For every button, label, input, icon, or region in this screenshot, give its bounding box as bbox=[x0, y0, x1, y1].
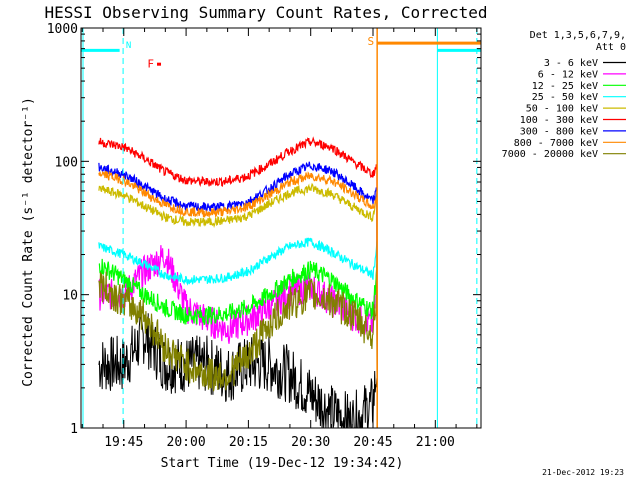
y-tick-label: 1000 bbox=[47, 22, 78, 37]
flag-label-n: N bbox=[126, 41, 131, 51]
x-tick-label: 20:00 bbox=[167, 435, 206, 450]
flag-layer: N F S bbox=[81, 28, 481, 428]
legend-label-25-50-kev: 25 - 50 keV bbox=[532, 92, 598, 103]
series-layer bbox=[98, 136, 378, 429]
flag-label-s: S bbox=[367, 35, 374, 48]
legend-header-line: Det 1,3,5,6,7,9, bbox=[530, 30, 626, 41]
legend-header-line: Att 0 bbox=[596, 42, 626, 53]
legend-label-100-300-kev: 100 - 300 keV bbox=[520, 115, 598, 126]
flag-label-f: F bbox=[147, 58, 154, 71]
series-100-300-kev bbox=[98, 136, 378, 429]
legend-label-800-7000-kev: 800 - 7000 keV bbox=[514, 138, 598, 149]
series-12-25-kev bbox=[98, 258, 378, 429]
y-tick-label: 10 bbox=[62, 289, 78, 304]
x-tick-label: 21:00 bbox=[416, 435, 455, 450]
plot-frame bbox=[80, 27, 482, 429]
y-tick-label: 100 bbox=[55, 155, 78, 170]
y-axis-label: Corrected Count Rate (s⁻¹ detector⁻¹) bbox=[21, 97, 36, 387]
series-50-100-kev bbox=[98, 182, 378, 429]
series-800-7000-kev bbox=[98, 170, 378, 429]
legend-label-3-6-kev: 3 - 6 keV bbox=[544, 58, 598, 69]
series-25-50-kev bbox=[98, 237, 378, 429]
footer-timestamp: 21-Dec-2012 19:23 bbox=[542, 468, 624, 477]
chart-title: HESSI Observing Summary Count Rates, Cor… bbox=[44, 3, 487, 22]
x-tick-label: 19:45 bbox=[104, 435, 143, 450]
x-tick-label: 20:45 bbox=[353, 435, 392, 450]
legend-label-6-12-kev: 6 - 12 keV bbox=[538, 69, 598, 80]
x-tick-label: 20:30 bbox=[291, 435, 330, 450]
x-tick-label: 20:15 bbox=[229, 435, 268, 450]
legend-label-300-800-kev: 300 - 800 keV bbox=[520, 126, 598, 137]
x-axis-label: Start Time (19-Dec-12 19:34:42) bbox=[161, 456, 404, 471]
flag-f-mark bbox=[157, 62, 162, 66]
tick-layer: 1 10 100 1000 19:45 20:00 20:15 20:30 20:45 21:00 bbox=[47, 22, 481, 450]
series-300-800-kev bbox=[98, 161, 378, 429]
series-7000-20000-kev bbox=[98, 271, 378, 429]
legend-label-7000-20000-kev: 7000 - 20000 keV bbox=[502, 149, 598, 160]
legend-label-50-100-kev: 50 - 100 keV bbox=[526, 104, 598, 115]
legend-label-12-25-kev: 12 - 25 keV bbox=[532, 81, 598, 92]
y-tick-label: 1 bbox=[70, 422, 78, 437]
series-3-6-kev bbox=[98, 313, 378, 429]
